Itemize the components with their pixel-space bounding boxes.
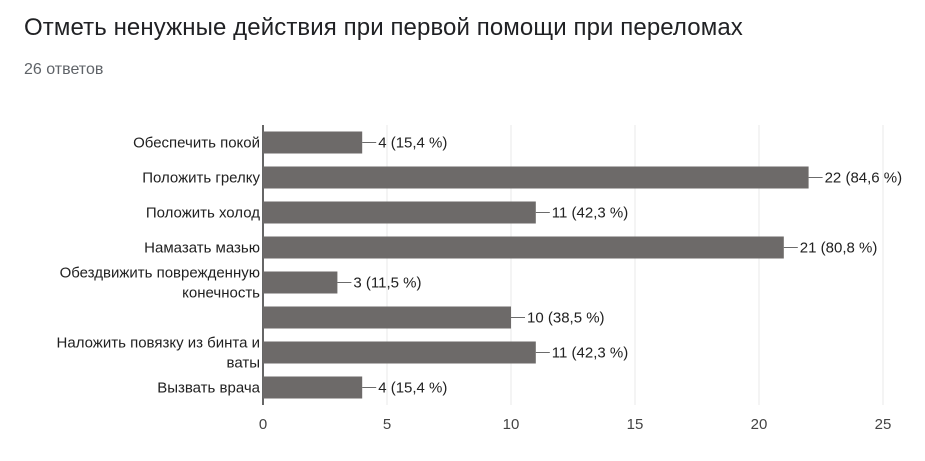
- x-tick-label: 5: [383, 416, 391, 433]
- bar[interactable]: [263, 306, 511, 329]
- bar[interactable]: [263, 376, 363, 399]
- labels: 0 5 10 15 20 25 4 (15,4 %) Обеспечить покой 22 (…: [57, 135, 903, 434]
- category-label: Положить холод: [146, 205, 260, 222]
- data-label: 10 (38,5 %): [527, 310, 605, 327]
- bar[interactable]: [263, 236, 784, 259]
- x-tick-label: 10: [503, 416, 520, 433]
- x-tick-label: 20: [751, 416, 768, 433]
- category-label: конечность: [182, 285, 260, 302]
- category-label: Наложить повязку из бинта и: [57, 335, 260, 352]
- bar[interactable]: [263, 271, 338, 294]
- data-label: 11 (42,3 %): [552, 205, 628, 222]
- data-label: 22 (84,6 %): [825, 170, 903, 187]
- data-label: 4 (15,4 %): [378, 135, 447, 152]
- data-label: 3 (11,5 %): [353, 275, 421, 292]
- category-label: Положить грелку: [142, 170, 260, 187]
- category-label: Обездвижить поврежденную: [60, 265, 260, 282]
- bars: [263, 131, 809, 399]
- category-label: Вызвать врача: [157, 380, 260, 397]
- x-tick-label: 25: [875, 416, 892, 433]
- bar[interactable]: [263, 201, 536, 224]
- data-label: 21 (80,8 %): [800, 240, 878, 257]
- chart-title: Отметь ненужные действия при первой помо…: [24, 14, 743, 41]
- bar[interactable]: [263, 131, 363, 154]
- category-label: Обеспечить покой: [133, 135, 260, 152]
- data-label: 4 (15,4 %): [378, 380, 447, 397]
- bar[interactable]: [263, 341, 536, 364]
- bar[interactable]: [263, 166, 809, 189]
- category-label: Намазать мазью: [144, 240, 260, 257]
- category-label: ваты: [227, 355, 260, 372]
- data-label: 11 (42,3 %): [552, 345, 628, 362]
- x-tick-label: 0: [259, 416, 267, 433]
- response-count: 26 ответов: [24, 61, 104, 78]
- x-tick-label: 15: [627, 416, 644, 433]
